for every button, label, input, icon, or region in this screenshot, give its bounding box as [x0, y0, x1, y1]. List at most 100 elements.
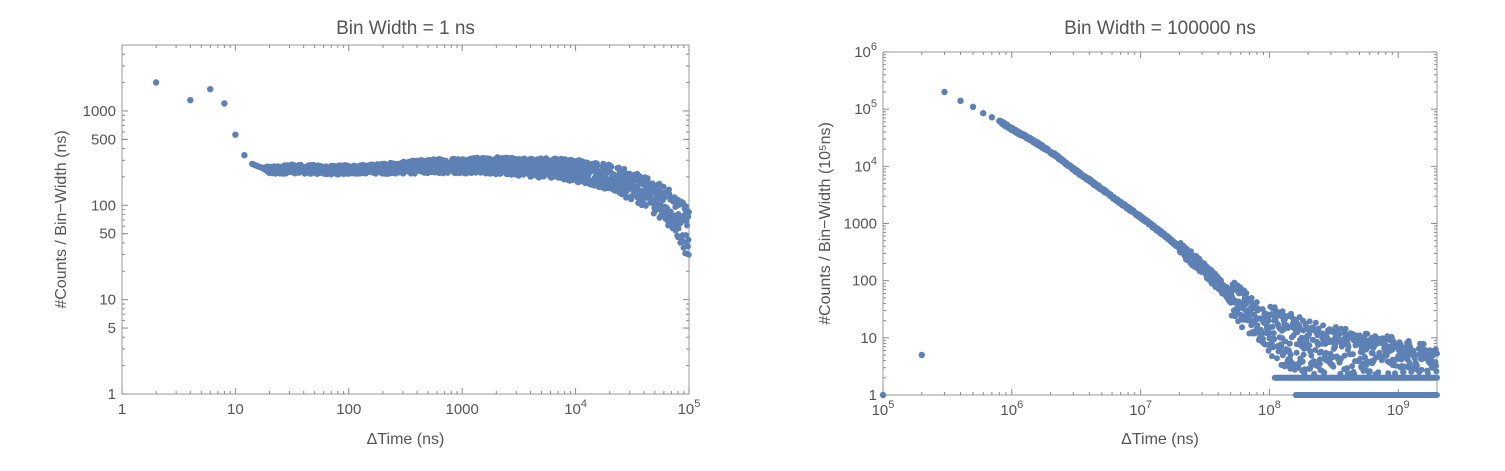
data-point	[1239, 324, 1245, 331]
data-point	[221, 100, 228, 107]
x-axis-label: ΔTime (ns)	[1121, 431, 1199, 448]
data-point	[1306, 318, 1313, 325]
data-point	[594, 162, 601, 169]
y-tick-label: 105	[854, 98, 877, 118]
data-point	[1418, 366, 1425, 373]
data-point	[988, 114, 996, 121]
data-point	[1364, 330, 1371, 337]
data-point	[1308, 352, 1315, 359]
x-tick-label: 109	[1387, 399, 1410, 419]
y-tick-label: 106	[854, 41, 877, 61]
data-point	[683, 232, 689, 239]
data-point	[608, 163, 615, 170]
data-point	[1287, 351, 1294, 358]
data-point	[1299, 358, 1306, 365]
data-point	[675, 225, 682, 232]
data-point	[644, 175, 651, 182]
x-tick-label: 105	[678, 398, 701, 418]
y-tick-label: 5	[108, 320, 116, 337]
y-axis-label: #Counts / Bin−Width (ns)	[53, 130, 70, 308]
data-point	[241, 152, 248, 159]
data-point	[1434, 374, 1440, 381]
y-tick-label: 1	[108, 386, 116, 403]
data-point	[1300, 351, 1307, 358]
data-point	[1253, 299, 1260, 306]
data-point	[1320, 322, 1327, 329]
data-point	[980, 110, 987, 117]
data-point	[666, 186, 672, 193]
data-point	[1342, 325, 1349, 332]
data-point	[1274, 355, 1280, 362]
data-point	[1306, 342, 1313, 349]
data-point	[207, 86, 214, 93]
data-point	[957, 97, 964, 105]
y-tick-label: 100	[91, 197, 116, 214]
data-point	[1349, 351, 1356, 358]
data-point	[685, 213, 692, 220]
data-point	[187, 97, 194, 104]
data-point	[684, 243, 691, 250]
data-point	[941, 88, 948, 96]
x-tick-label: 1000	[446, 401, 479, 418]
data-point	[1345, 343, 1352, 350]
chart-title: Bin Width = 1 ns	[336, 18, 475, 39]
y-tick-label: 500	[91, 131, 116, 148]
x-tick-label: 100	[336, 401, 361, 418]
data-point	[879, 391, 887, 399]
data-point	[1433, 362, 1440, 369]
plot-frame	[121, 44, 690, 395]
x-tick-label: 108	[1258, 399, 1281, 419]
chart-title: Bin Width = 100000 ns	[1064, 18, 1256, 39]
data-point	[1420, 341, 1427, 348]
data-point	[660, 183, 667, 190]
x-tick-label: 106	[1000, 399, 1023, 419]
data-point	[1243, 290, 1250, 297]
data-point	[1270, 330, 1277, 337]
data-point	[1341, 352, 1348, 359]
data-point	[686, 209, 692, 215]
x-tick-label: 105	[872, 399, 895, 419]
data-point	[1366, 368, 1373, 375]
data-point	[1312, 319, 1319, 326]
x-tick-label: 10	[227, 401, 244, 418]
minor-ticks	[122, 45, 689, 394]
y-tick-label: 1000	[83, 103, 116, 120]
data-point	[918, 351, 925, 359]
x-tick-label: 107	[1129, 399, 1152, 419]
data-points	[152, 79, 692, 258]
data-point	[969, 103, 977, 111]
data-point	[1269, 323, 1276, 330]
data-point	[1286, 340, 1293, 347]
data-point	[1434, 392, 1440, 398]
data-point	[1248, 295, 1255, 301]
data-point	[1406, 359, 1413, 366]
x-axis-label: ΔTime (ns)	[367, 431, 445, 448]
data-point	[232, 131, 239, 138]
data-point	[152, 79, 160, 86]
data-point	[685, 251, 692, 258]
x-tick-label: 1	[118, 401, 126, 418]
y-axis-label: #Counts / Bin−Width (10⁵ns)	[817, 122, 834, 325]
data-point	[1400, 369, 1407, 376]
data-point	[1336, 331, 1343, 338]
data-point	[685, 236, 692, 243]
data-point	[637, 173, 644, 180]
data-point	[1293, 349, 1300, 356]
data-point	[1375, 369, 1382, 376]
y-tick-label: 1000	[844, 216, 877, 233]
data-point	[1265, 317, 1272, 324]
data-point	[1349, 363, 1355, 370]
chart-panel-1: 1 10 100 1000 104 105 1 5 10 50 100 500 1000 Bin Widt…	[53, 18, 700, 448]
x-tick-label: 104	[564, 398, 587, 418]
y-tick-label: 50	[99, 226, 116, 243]
data-point	[1433, 368, 1440, 375]
data-point	[684, 222, 691, 229]
data-point	[661, 194, 668, 201]
y-tick-label: 1	[869, 387, 877, 404]
data-point	[1321, 369, 1328, 376]
y-tick-label: 10	[860, 330, 877, 347]
data-points	[879, 88, 1440, 399]
